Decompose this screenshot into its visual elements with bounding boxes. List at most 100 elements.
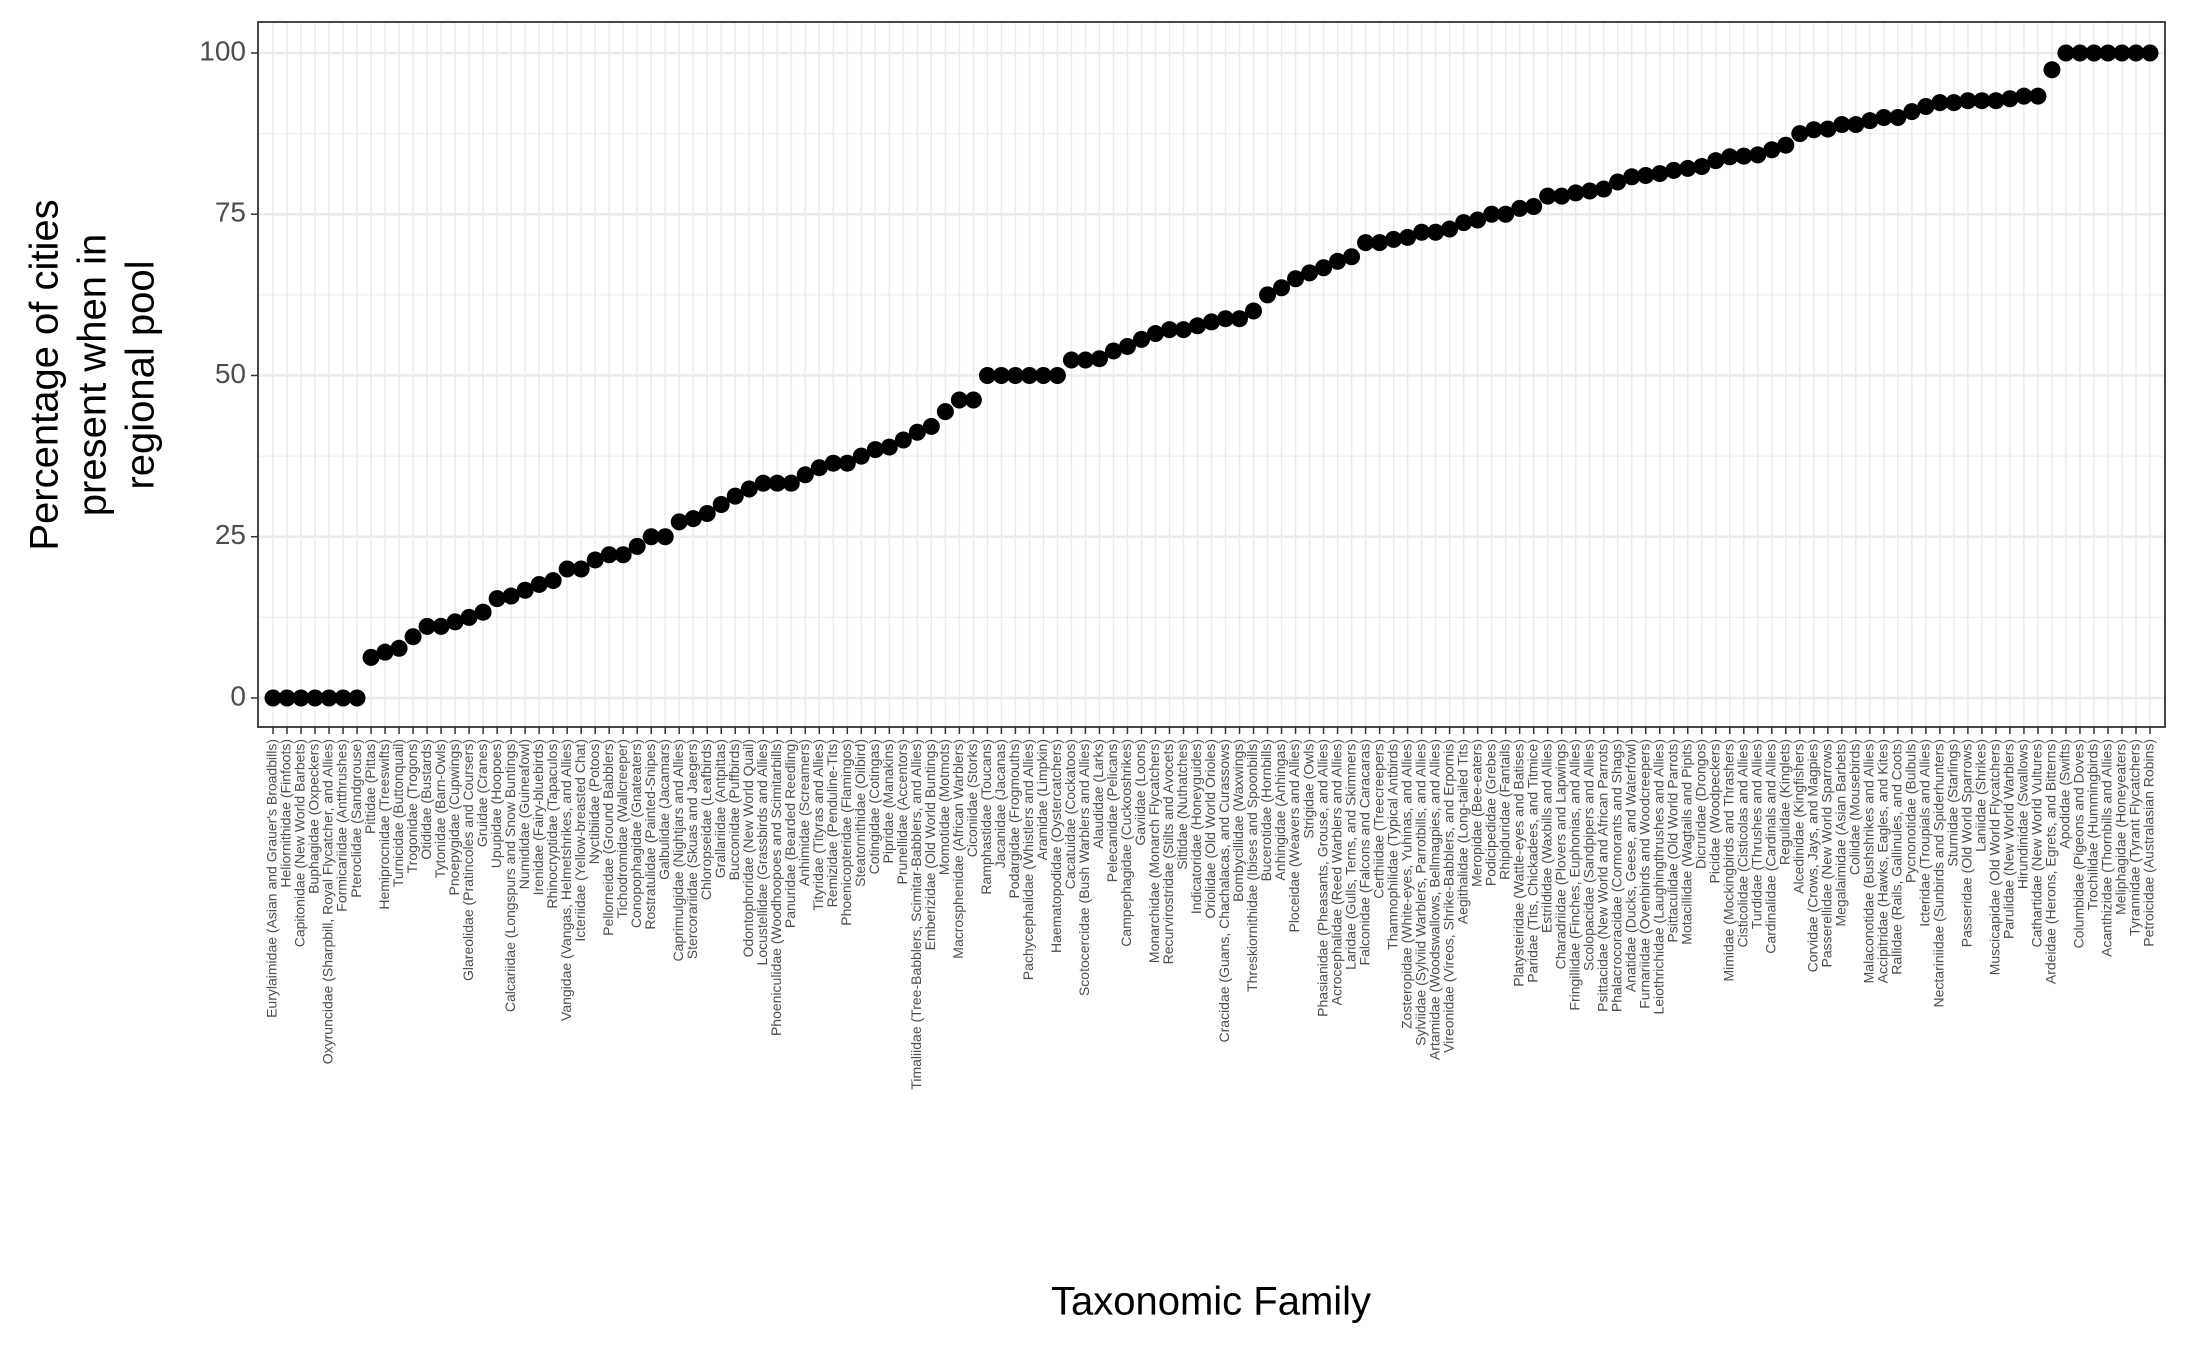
x-tick-label: Pteroclidae (Sandgrouse) <box>348 739 364 898</box>
point <box>796 466 814 484</box>
x-tick-label: Motacillidae (Wagtails and Pipits) <box>1678 739 1694 945</box>
x-tick-label: Tytonidae (Barn-Owls) <box>432 739 448 878</box>
point <box>698 505 716 523</box>
x-tick-label: Nectariniidae (Sunbirds and Spiderhunter… <box>1931 739 1947 1007</box>
x-tick-label: Oxyruncidae (Sharpbill, Royal Flycatcher… <box>320 739 336 1064</box>
point <box>1693 157 1711 175</box>
point <box>880 438 898 456</box>
x-tick-label: Bucconidae (Puffbirds) <box>726 739 742 880</box>
x-tick-label: Picidae (Woodpeckers) <box>1706 739 1722 883</box>
point <box>824 454 842 472</box>
point <box>1497 205 1515 223</box>
point <box>1931 94 1949 112</box>
point <box>894 431 912 449</box>
point <box>1160 321 1178 339</box>
point <box>2127 44 2145 62</box>
x-tick-label: Aramidae (Limpkin) <box>1034 739 1050 860</box>
point <box>1777 136 1795 154</box>
point <box>1483 205 1501 223</box>
point <box>1595 180 1613 198</box>
point <box>572 560 590 578</box>
x-tick-label: Apodidae (Swifts) <box>2057 739 2073 849</box>
point <box>2113 44 2131 62</box>
x-tick-label: Caprimulgidae (Nightjars and Allies) <box>670 739 686 962</box>
point <box>1231 310 1249 328</box>
point <box>1273 279 1291 297</box>
point <box>1020 366 1038 384</box>
point <box>1609 173 1627 191</box>
x-tick-label: Upupidae (Hoopoes) <box>488 739 504 868</box>
point <box>2029 87 2047 105</box>
x-tick-label: Locustellidae (Grassbirds and Allies) <box>754 739 770 965</box>
point <box>306 689 324 707</box>
x-tick-label: Laniidae (Shrikes) <box>1973 739 1989 852</box>
x-tick-label: Cacatuidae (Cockatoos) <box>1062 739 1078 889</box>
x-tick-label: Parulidae (New World Warblers) <box>2001 739 2017 939</box>
x-tick-label: Furnariidae (Ovenbirds and Woodcreepers) <box>1636 739 1652 1009</box>
point <box>1903 103 1921 121</box>
x-tick-label: Columbidae (Pigeons and Doves) <box>2071 739 2087 948</box>
x-tick-label: Stercorariidae (Skuas and Jaegers) <box>684 739 700 959</box>
point <box>670 513 688 531</box>
x-tick-label: Gaviidae (Loons) <box>1132 739 1148 846</box>
x-tick-label: Icteriidae (Yellow-breasted Chat) <box>572 739 588 942</box>
x-tick-label: Platysteiridae (Wattle-eyes and Batises) <box>1510 739 1526 987</box>
point <box>852 447 870 465</box>
point <box>1062 351 1080 369</box>
x-tick-label: Phasianidae (Pheasants, Grouse, and Alli… <box>1314 739 1330 1017</box>
point <box>1104 342 1122 360</box>
point <box>1721 148 1739 166</box>
y-axis-title-line: present when in <box>71 234 115 516</box>
point <box>334 689 352 707</box>
point <box>1567 184 1585 202</box>
point <box>1847 116 1865 134</box>
x-tick-label: Icteridae (Troupials and Allies) <box>1917 739 1933 927</box>
x-tick-label: Rallidae (Rails, Gallinules, and Coots) <box>1889 739 1905 975</box>
point <box>502 587 520 605</box>
x-tick-label: Cisticolidae (Cisticolas and Allies) <box>1734 739 1750 948</box>
point <box>1861 112 1879 130</box>
x-tick-label: Passeridae (Old World Sparrows) <box>1959 739 1975 947</box>
x-tick-label: Megalaimidae (Asian Barbets) <box>1833 739 1849 927</box>
x-tick-label: Capitonidae (New World Barbets) <box>292 739 308 947</box>
point <box>474 603 492 621</box>
x-tick-label: Phalacrocoracidae (Cormorants and Shags) <box>1608 739 1624 1012</box>
point <box>810 459 828 477</box>
x-tick-label: Podicipedidae (Grebes) <box>1482 739 1498 886</box>
x-tick-label: Pnoepygidae (Cupwings) <box>446 739 462 895</box>
x-tick-label: Eurylaimidae (Asian and Grauer's Broadbi… <box>264 739 280 1018</box>
x-tick-label: Bucerotidae (Hornbills) <box>1258 739 1274 881</box>
x-tick-label: Rhinocryptidae (Tapaculos) <box>544 739 560 909</box>
point <box>1006 366 1024 384</box>
x-tick-label: Conopophagidae (Gnateaters) <box>628 739 644 928</box>
x-tick-label: Heliornithidae (Finfoots) <box>278 739 294 888</box>
x-tick-label: Muscicapidae (Old World Flycatchers) <box>1987 739 2003 975</box>
point <box>362 648 380 666</box>
point <box>1987 92 2005 110</box>
x-tick-label: Gruidae (Cranes) <box>474 739 490 847</box>
x-tick-label: Anhimidae (Screamers) <box>796 739 812 886</box>
x-tick-label: Accipitridae (Hawks, Eagles, and Kites) <box>1875 739 1891 983</box>
point <box>768 474 786 492</box>
x-tick-label: Passerellidae (New World Sparrows) <box>1819 739 1835 967</box>
point <box>1203 313 1220 331</box>
point <box>1889 108 1907 126</box>
point <box>1343 248 1361 266</box>
point <box>1637 167 1655 185</box>
x-tick-label: Anhingidae (Anhingas) <box>1272 739 1288 881</box>
point <box>922 417 940 435</box>
point <box>1917 97 1935 115</box>
y-tick-label: 0 <box>230 680 246 711</box>
x-tick-label: Trogonidae (Trogons) <box>404 739 420 873</box>
x-tick-label: Zosteropidae (White-eyes, Yuhinas, and A… <box>1398 739 1414 1029</box>
point <box>1945 94 1963 112</box>
point <box>1539 187 1557 205</box>
y-axis-title-line: regional pool <box>119 260 163 489</box>
point <box>1749 146 1767 164</box>
x-tick-label: Momotidae (Motmots) <box>936 739 952 875</box>
point <box>1315 259 1333 277</box>
x-tick-label: Leiothrichidae (Laughingthrushes and All… <box>1650 739 1666 1015</box>
x-tick-label: Monarchidae (Monarch Flycatchers) <box>1146 739 1162 963</box>
x-tick-label: Galbulidae (Jacamars) <box>656 739 672 880</box>
x-tick-label: Irenidae (Fairy-bluebirds) <box>530 739 546 895</box>
